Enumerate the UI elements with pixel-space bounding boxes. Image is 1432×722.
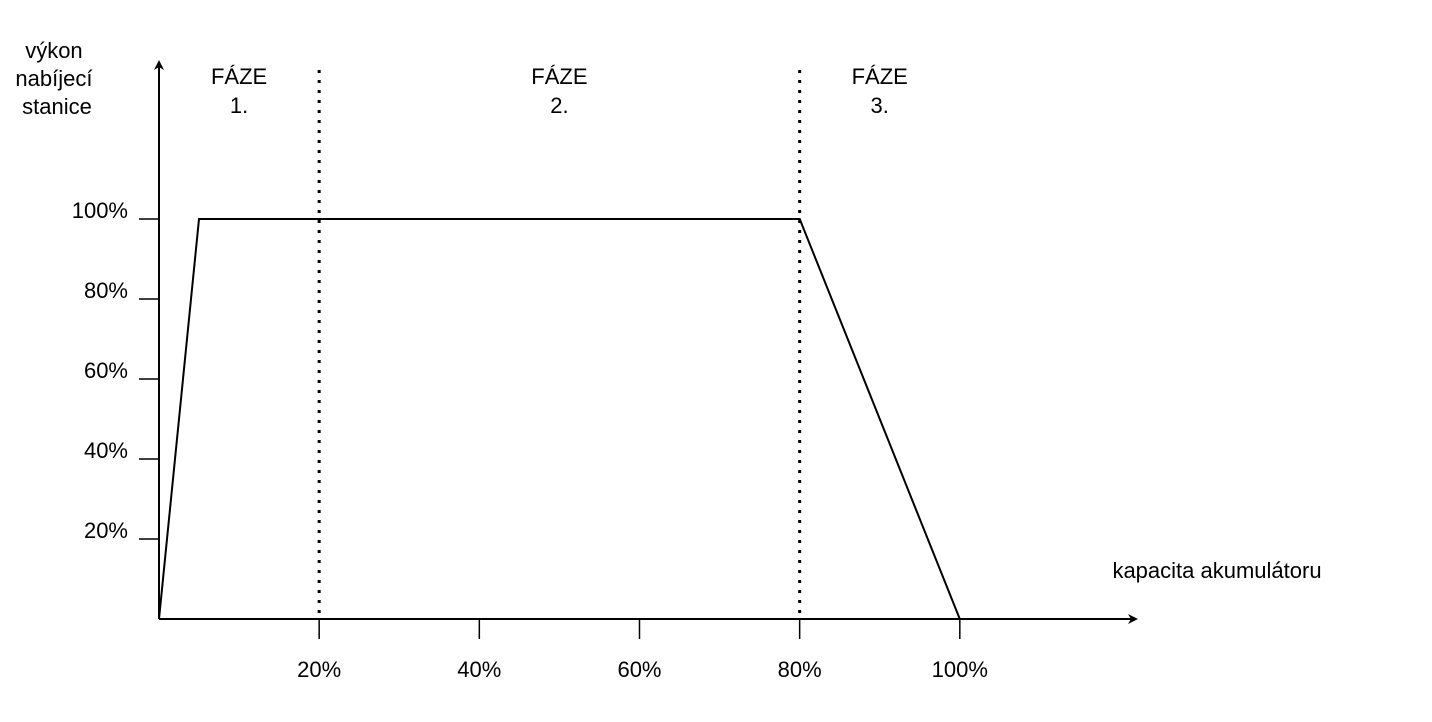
- phase-name: FÁZE: [852, 64, 908, 89]
- phase-number: 2.: [550, 93, 568, 118]
- phase-label-3: FÁZE 3.: [852, 64, 908, 118]
- x-tick-label: 20%: [297, 657, 341, 682]
- x-tick-label: 60%: [617, 657, 661, 682]
- x-ticks: 20% 40% 60% 80% 100%: [297, 619, 988, 682]
- x-axis-label: kapacita akumulátoru: [1112, 558, 1321, 583]
- phase-number: 3.: [871, 93, 889, 118]
- series-line-1: [158, 218, 961, 620]
- x-tick-label: 80%: [778, 657, 822, 682]
- phase-number: 1.: [230, 93, 248, 118]
- phase-dividers: [317, 70, 802, 619]
- y-tick-label: 20%: [84, 518, 128, 543]
- y-tick-label: 80%: [84, 278, 128, 303]
- y-tick-label: 40%: [84, 438, 128, 463]
- y-ticks: 20% 40% 60% 80% 100%: [72, 198, 159, 543]
- y-tick-label: 100%: [72, 198, 128, 223]
- y-axis-label-line-2: nabíjecí: [15, 66, 92, 91]
- phase-labels: FÁZE 1. FÁZE 2. FÁZE 3.: [211, 64, 908, 118]
- phase-label-2: FÁZE 2.: [531, 64, 587, 118]
- y-axis-label: výkon nabíjecí stanice: [15, 38, 98, 119]
- x-tick-label: 100%: [932, 657, 988, 682]
- phase-label-1: FÁZE 1.: [211, 64, 267, 118]
- phase-name: FÁZE: [531, 64, 587, 89]
- y-axis-label-line-1: výkon: [25, 38, 82, 63]
- x-tick-label: 40%: [457, 657, 501, 682]
- y-tick-label: 60%: [84, 358, 128, 383]
- phase-name: FÁZE: [211, 64, 267, 89]
- y-axis-label-line-3: stanice: [22, 94, 92, 119]
- series-group: [158, 218, 961, 620]
